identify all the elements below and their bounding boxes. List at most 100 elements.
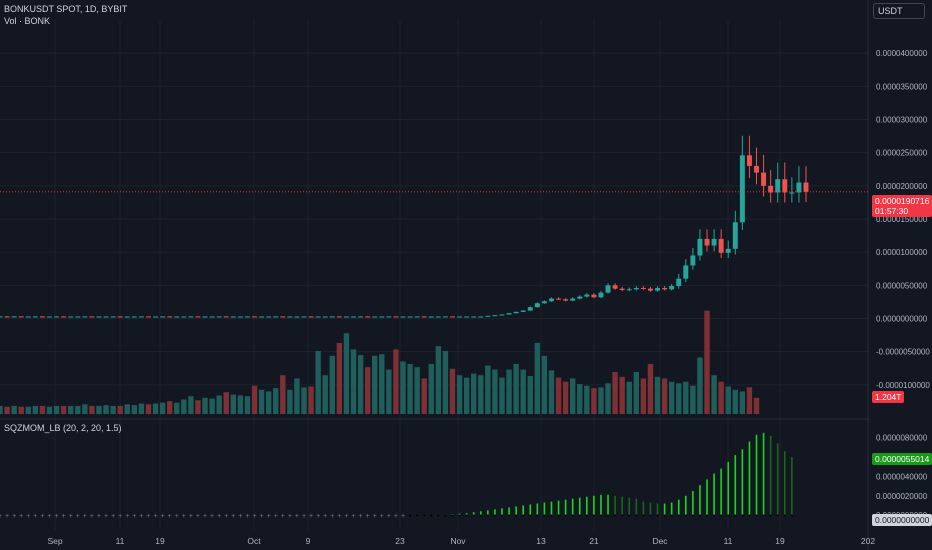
candle-body (68, 316, 74, 318)
volume-bar (32, 405, 39, 414)
squeeze-dot: • (571, 513, 574, 520)
volume-bar (364, 367, 371, 414)
squeeze-dot: • (536, 513, 539, 520)
volume-bar (287, 389, 293, 414)
volume-bar (725, 386, 731, 414)
time-tick-label: 21 (589, 536, 599, 546)
candle-body (365, 316, 371, 318)
volume-bar (612, 372, 618, 414)
currency-selector[interactable]: USDT (873, 3, 925, 19)
candle-body (605, 285, 611, 293)
volume-bar (301, 387, 307, 414)
squeeze-dot: + (90, 513, 94, 520)
candle-body (322, 316, 328, 318)
squeeze-dot: • (720, 513, 723, 520)
squeeze-dot: + (97, 513, 101, 520)
candle-body (351, 316, 356, 318)
candle-body (372, 316, 378, 318)
volume-bar (704, 310, 710, 414)
candle-body (75, 316, 81, 318)
grid-lines (0, 0, 869, 550)
time-axis[interactable]: Sep 11 19 Oct 9 23 Nov 13 21 Dec 11 19 202 (47, 536, 875, 546)
volume-indicator-label[interactable]: Vol · BONK (4, 16, 51, 26)
candle-body (711, 238, 717, 246)
squeeze-dot: • (501, 513, 504, 520)
volume-bar (53, 405, 60, 414)
price-tick-label: 0.0000300000 (876, 116, 928, 125)
candle-body (761, 172, 767, 186)
candle-body (548, 298, 554, 302)
volume-bar (428, 363, 434, 414)
volume-bar (711, 375, 717, 414)
candle-body (96, 316, 102, 318)
squeeze-dot: + (118, 513, 122, 520)
volume-bar (4, 406, 10, 414)
squeeze-dot: • (465, 513, 468, 520)
volume-bar (492, 369, 498, 414)
candle-body (697, 238, 703, 256)
candle-body (435, 316, 441, 318)
chart-legend: BONKUSDT SPOT, 1D, BYBIT Vol · BONK (4, 3, 127, 27)
candle-body (683, 265, 689, 279)
squeeze-dot: • (734, 513, 737, 520)
squeeze-dot: + (55, 513, 59, 520)
volume-bar (506, 369, 512, 414)
squeeze-dot: • (430, 513, 433, 520)
squeeze-dot: + (373, 513, 377, 520)
squeeze-dot: • (748, 513, 751, 520)
squeeze-dot: + (19, 513, 23, 520)
squeeze-dot: • (579, 513, 582, 520)
volume-bar (0, 405, 3, 414)
volume-bar (591, 388, 597, 414)
volume-bar (237, 395, 244, 414)
candle-body (230, 316, 236, 318)
squeeze-dot: • (784, 513, 787, 520)
candle-body (32, 316, 38, 318)
candle-body (690, 255, 696, 266)
volume-bar (697, 357, 703, 414)
volume-bar (96, 405, 102, 414)
squeeze-dot: • (635, 513, 638, 520)
volume-bar (18, 406, 24, 414)
candle-body (131, 316, 137, 318)
squeeze-dot: + (69, 513, 73, 520)
price-tick-label: 0.0000000000 (876, 315, 928, 324)
squeeze-dot: • (480, 513, 483, 520)
squeeze-dot: • (529, 513, 532, 520)
volume-bar (683, 381, 689, 414)
squeeze-dot: • (621, 513, 624, 520)
squeeze-dot: + (231, 513, 235, 520)
symbol-title[interactable]: BONKUSDT SPOT, 1D, BYBIT (4, 4, 128, 14)
candle-body (782, 179, 788, 193)
squeeze-dot: + (267, 513, 271, 520)
squeeze-dot: • (423, 513, 426, 520)
candle-body (308, 316, 314, 318)
volume-value-tag: 1.204T (872, 391, 905, 403)
volume-bar (414, 367, 420, 414)
candle-body (471, 316, 477, 318)
volume-bar (386, 369, 392, 414)
squeeze-dot: • (557, 513, 560, 520)
volume-bar (329, 355, 335, 414)
volume-bar (421, 378, 427, 414)
candle-body (520, 310, 526, 312)
squeeze-dot: • (791, 513, 794, 520)
volume-bar (584, 385, 590, 414)
volume-bar (230, 394, 237, 414)
squeeze-dot: + (380, 513, 384, 520)
price-axis[interactable]: 0.0000400000 0.0000350000 0.0000300000 0.00… (876, 49, 930, 520)
squeeze-dot: + (245, 513, 249, 520)
time-tick-label: 11 (116, 536, 125, 546)
squeeze-dot: • (607, 513, 610, 520)
volume-bar (400, 361, 406, 414)
time-tick-label: 23 (395, 536, 405, 546)
squeeze-dot: • (642, 513, 645, 520)
volume-bar (117, 405, 123, 414)
candle-body (216, 316, 222, 318)
time-tick-label: Dec (652, 536, 668, 546)
volume-bar (577, 384, 583, 414)
indicator-legend[interactable]: SQZMOM_LB (20, 2, 20, 1.5) (4, 423, 122, 433)
squeeze-dot: + (161, 513, 165, 520)
squeeze-dot: + (33, 513, 37, 520)
